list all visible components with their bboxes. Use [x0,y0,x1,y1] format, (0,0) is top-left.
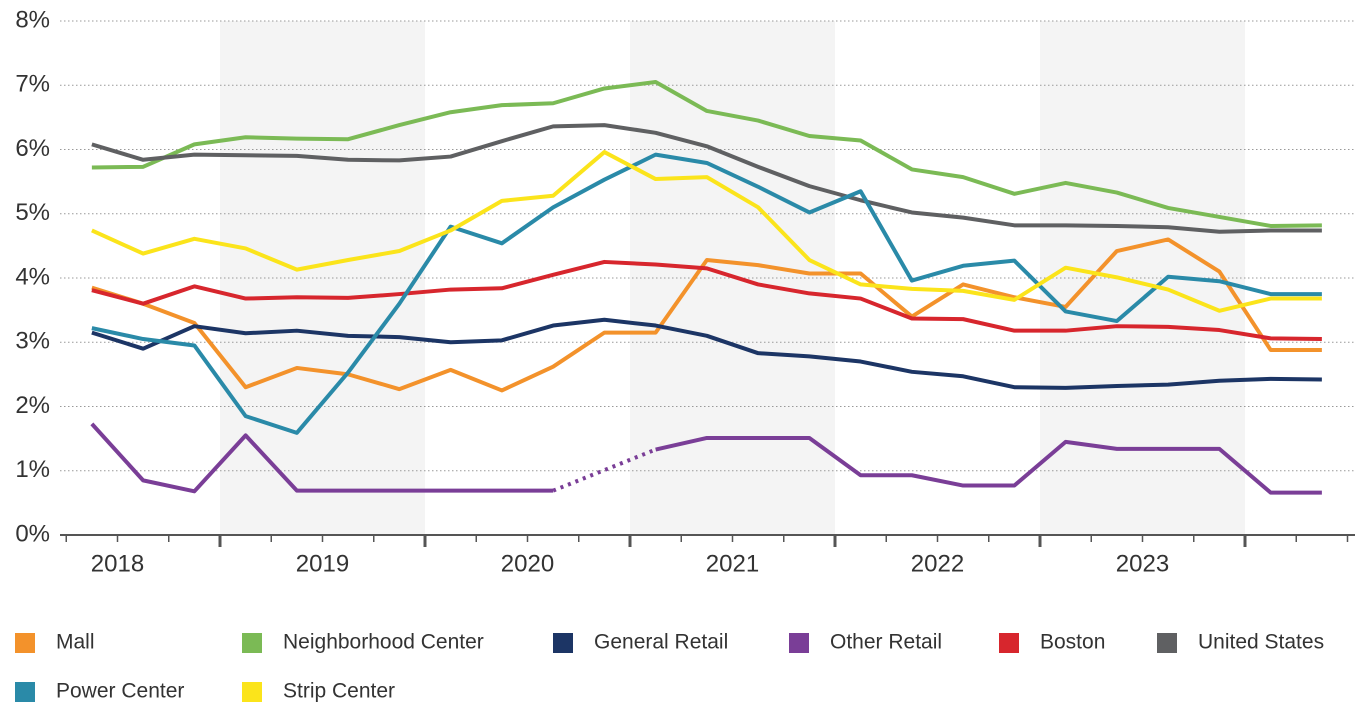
x-tick-label: 2023 [1116,550,1169,577]
legend-label: General Retail [594,631,728,654]
y-tick-label: 8% [15,6,50,33]
series-line [91,237,1322,393]
series-line [91,150,1322,313]
y-tick-label: 5% [15,199,50,226]
y-tick-label: 4% [15,263,50,290]
legend-label: United States [1198,631,1324,654]
y-tick-label: 1% [15,456,50,483]
year-band [1040,21,1245,535]
series-line [91,80,1322,228]
x-tick-label: 2022 [911,550,964,577]
series-line [90,422,554,494]
legend-swatch [242,682,262,702]
x-tick-label: 2021 [706,550,759,577]
legend-label: Strip Center [283,680,395,703]
legend-swatch [15,633,35,653]
series-line [91,152,1322,435]
legend-label: Neighborhood Center [283,631,484,654]
year-band [220,21,425,535]
legend-swatch [789,633,809,653]
series-line [91,317,1322,390]
legend-label: Other Retail [830,631,942,654]
y-tick-label: 6% [15,135,50,162]
legend-label: Boston [1040,631,1105,654]
series-line [91,259,1322,342]
legend-swatch [999,633,1019,653]
y-tick-label: 2% [15,392,50,419]
y-tick-label: 3% [15,328,50,355]
y-tick-label: 0% [15,520,50,547]
legend-swatch [1157,633,1177,653]
legend-swatch [553,633,573,653]
series-line [91,123,1322,234]
legend-swatch [242,633,262,653]
x-tick-label: 2020 [501,550,554,577]
y-tick-label: 7% [15,71,50,98]
x-tick-label: 2019 [296,550,349,577]
legend-label: Power Center [56,680,184,703]
gap-bridge [552,447,657,493]
legend-label: Mall [56,631,95,654]
x-tick-label: 2018 [91,550,144,577]
series-line [655,435,1322,495]
legend-swatch [15,682,35,702]
